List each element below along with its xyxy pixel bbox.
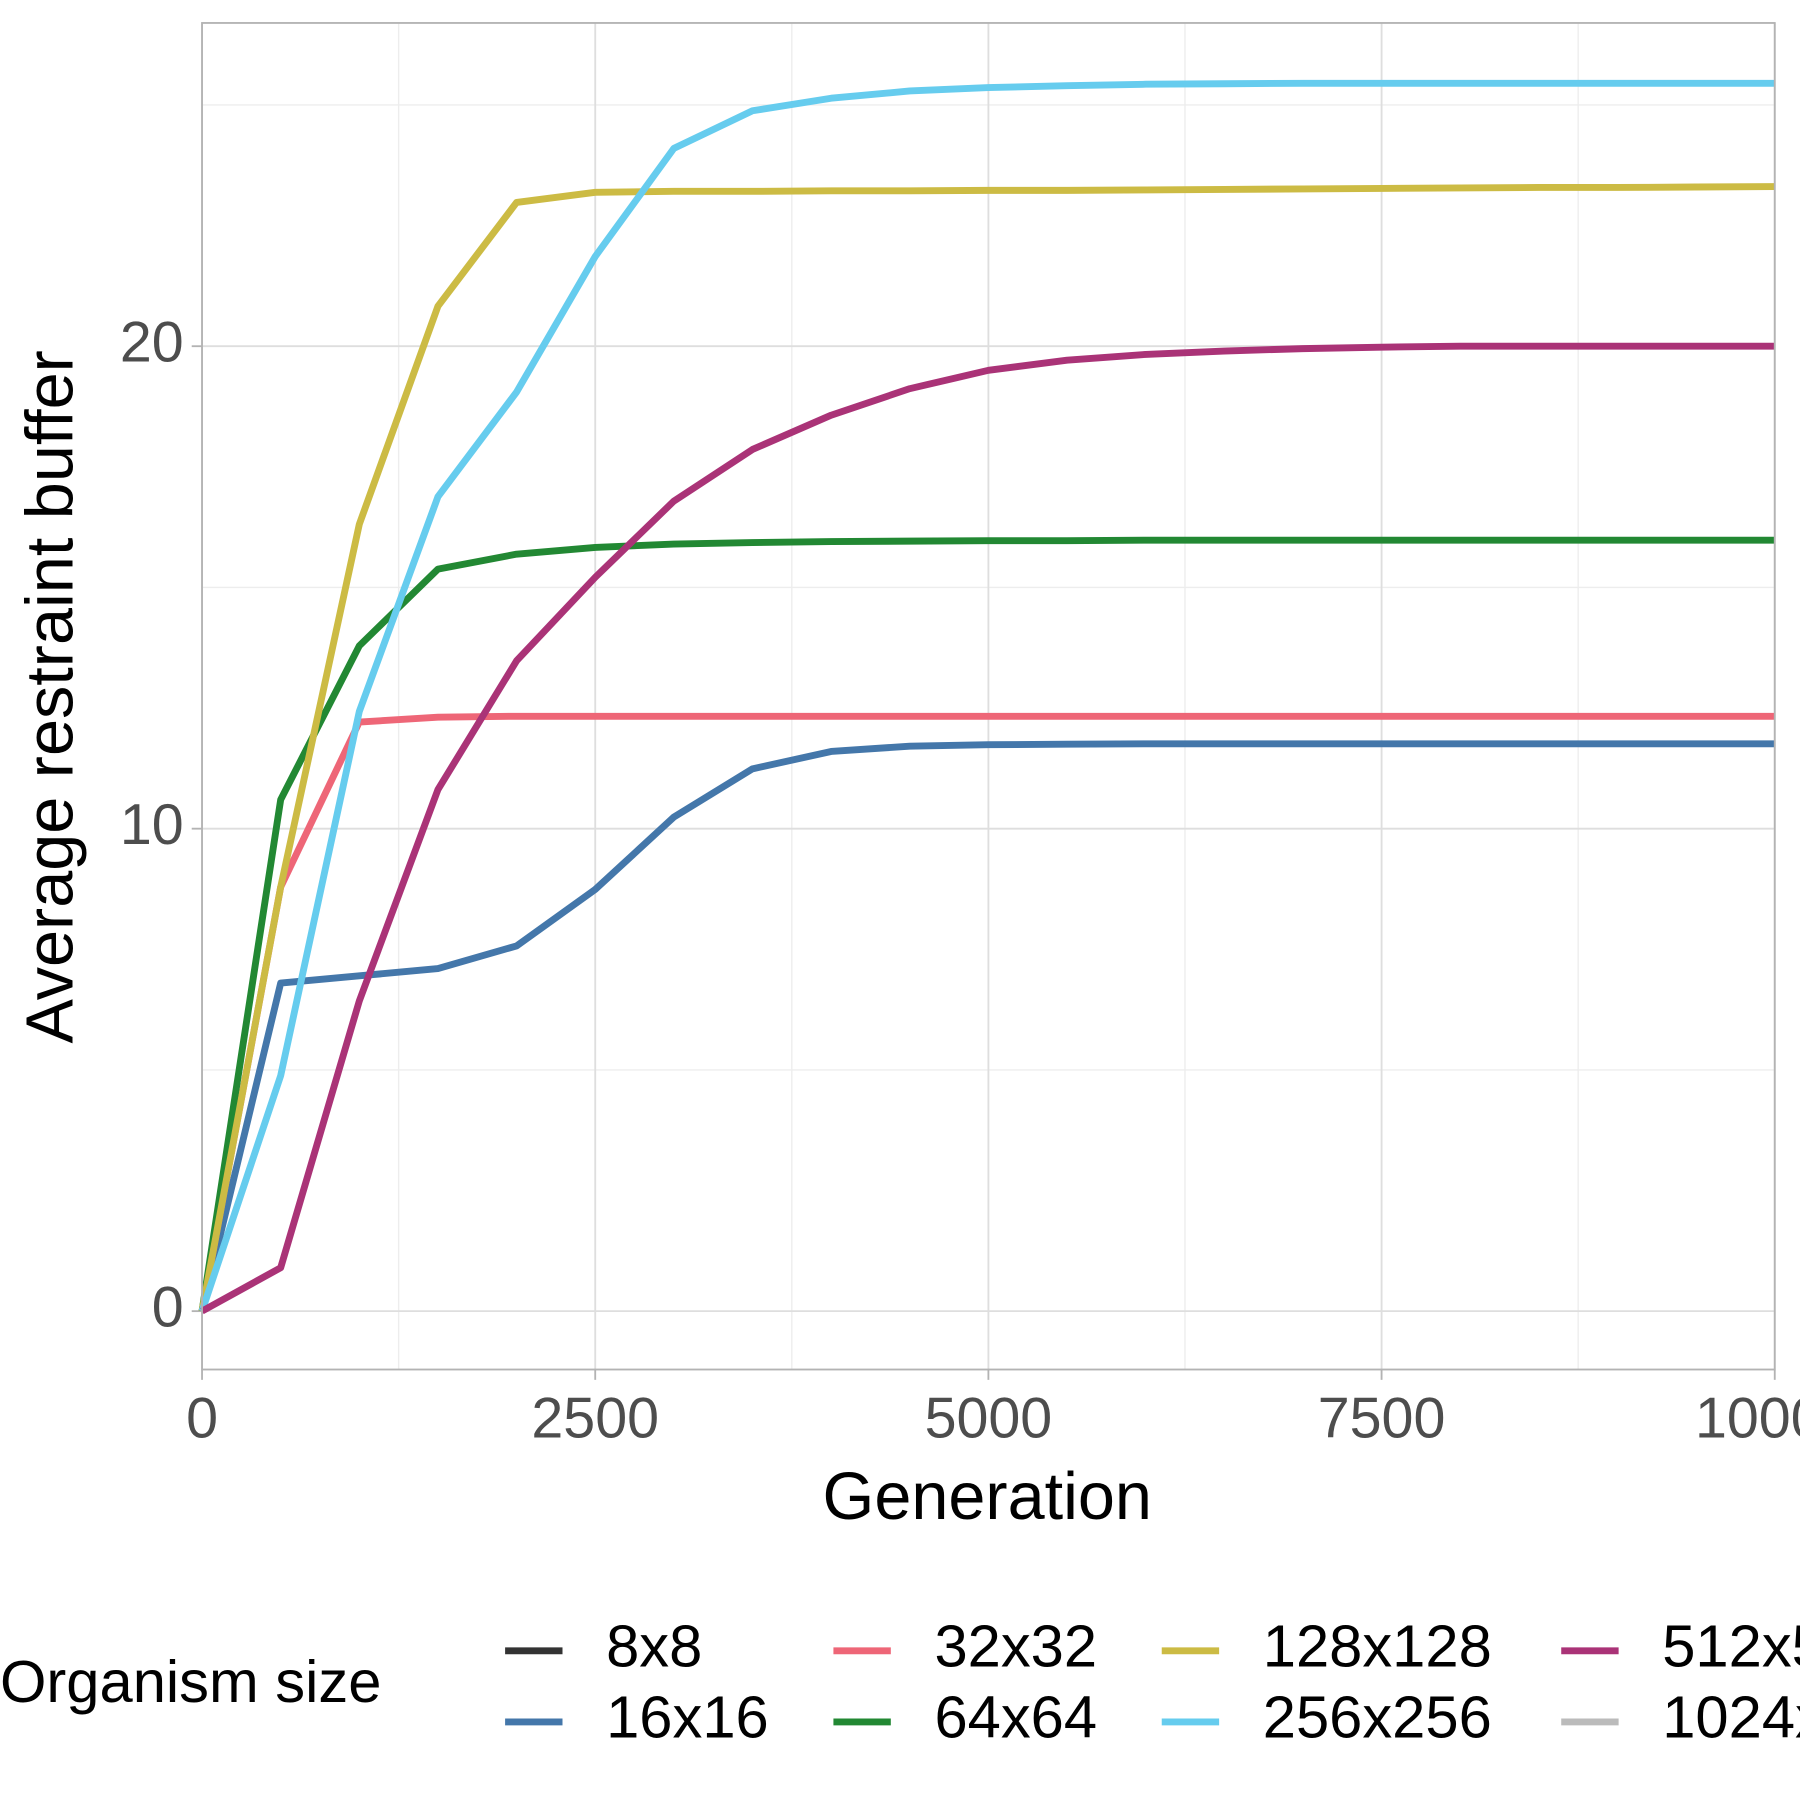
legend-label: 128x128 <box>1263 1613 1492 1680</box>
series-line <box>198 536 1775 1312</box>
series-line <box>198 183 1775 1312</box>
plot-border <box>201 22 1776 1371</box>
x-tick-label: 2500 <box>531 1386 659 1450</box>
legend-label: 32x32 <box>934 1613 1097 1680</box>
x-tick-label: 5000 <box>925 1386 1053 1450</box>
series-line <box>198 79 1775 1313</box>
y-axis-title: Average restraint buffer <box>14 350 88 1043</box>
y-tick-label: 0 <box>152 1275 184 1339</box>
legend-label: 16x16 <box>606 1684 769 1751</box>
legend-label: 64x64 <box>934 1684 1097 1751</box>
series-line <box>198 740 1775 1312</box>
y-tick-label: 20 <box>120 310 184 374</box>
legend-label: 1024x1024 <box>1662 1684 1800 1751</box>
legend-title: Organism size <box>0 1648 381 1715</box>
legend-label: 256x256 <box>1263 1684 1492 1751</box>
legend-label: 512x512 <box>1662 1613 1800 1680</box>
x-axis-title: Generation <box>823 1460 1152 1534</box>
x-tick-label: 7500 <box>1318 1386 1446 1450</box>
legend-label: 8x8 <box>606 1613 702 1680</box>
y-tick-label: 10 <box>120 793 184 857</box>
series-line <box>198 712 1775 1312</box>
x-tick-label: 0 <box>186 1386 218 1450</box>
x-tick-label: 10000 <box>1695 1386 1800 1450</box>
series-line <box>200 342 1775 1315</box>
